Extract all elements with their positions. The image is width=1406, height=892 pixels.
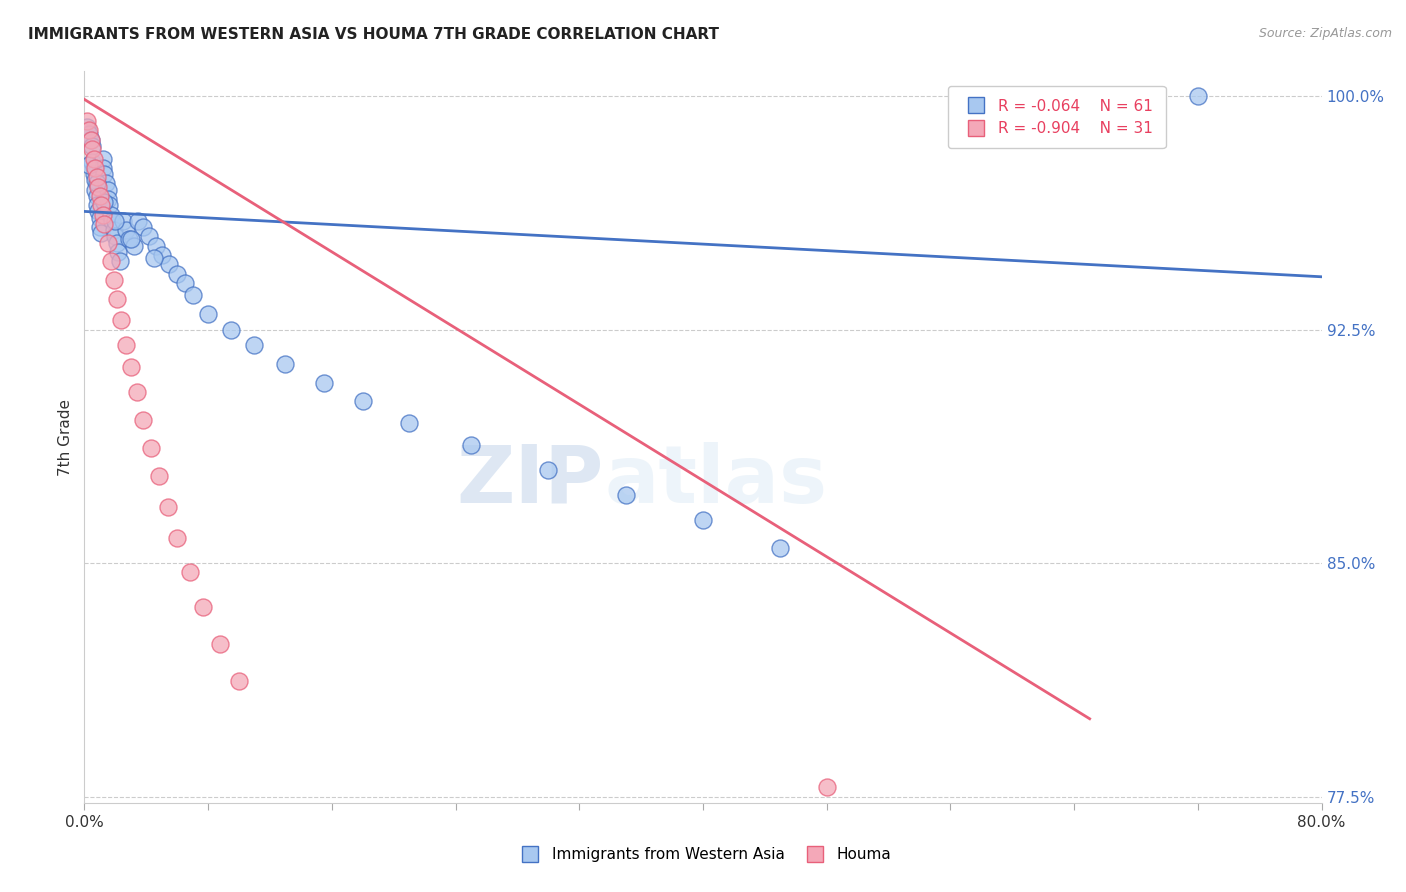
- Point: [101, 213, 124, 227]
- Point: [537, 463, 560, 477]
- Text: ZIP: ZIP: [457, 442, 605, 520]
- Point: [87, 179, 110, 194]
- Point: [125, 384, 148, 399]
- Legend: Immigrants from Western Asia, Houma: Immigrants from Western Asia, Houma: [509, 841, 897, 868]
- Text: IMMIGRANTS FROM WESTERN ASIA VS HOUMA 7TH GRADE CORRELATION CHART: IMMIGRANTS FROM WESTERN ASIA VS HOUMA 7T…: [28, 27, 718, 42]
- Point: [90, 198, 112, 212]
- Point: [197, 307, 219, 321]
- Point: [97, 235, 120, 250]
- Point: [97, 183, 120, 197]
- Point: [97, 192, 120, 206]
- Y-axis label: 7th Grade: 7th Grade: [58, 399, 73, 475]
- Point: [77, 123, 100, 137]
- Point: [115, 223, 138, 237]
- Text: atlas: atlas: [605, 442, 827, 520]
- Point: [166, 267, 188, 281]
- Point: [90, 226, 112, 240]
- Point: [908, 830, 931, 844]
- Point: [77, 127, 100, 141]
- Point: [460, 438, 482, 452]
- Point: [82, 142, 104, 156]
- Point: [243, 338, 266, 352]
- Point: [138, 229, 160, 244]
- Point: [105, 235, 128, 250]
- Point: [91, 161, 114, 175]
- Point: [91, 152, 114, 166]
- Point: [104, 229, 127, 244]
- Point: [120, 232, 142, 246]
- Point: [77, 158, 100, 172]
- Point: [89, 211, 111, 225]
- Point: [769, 541, 792, 555]
- Point: [118, 232, 141, 246]
- Point: [166, 531, 188, 545]
- Point: [228, 674, 250, 689]
- Point: [156, 500, 179, 515]
- Point: [614, 488, 637, 502]
- Point: [128, 213, 150, 227]
- Point: [91, 208, 114, 222]
- Point: [83, 161, 105, 175]
- Point: [84, 161, 107, 175]
- Point: [76, 114, 98, 128]
- Point: [179, 566, 201, 580]
- Point: [110, 313, 132, 327]
- Point: [83, 167, 105, 181]
- Point: [139, 441, 162, 455]
- Point: [181, 288, 204, 302]
- Point: [79, 133, 101, 147]
- Point: [79, 133, 101, 147]
- Point: [150, 248, 173, 262]
- Point: [132, 413, 155, 427]
- Point: [86, 189, 108, 203]
- Point: [193, 599, 215, 614]
- Point: [82, 139, 104, 153]
- Point: [93, 217, 115, 231]
- Point: [398, 416, 420, 430]
- Point: [145, 238, 167, 252]
- Point: [86, 170, 108, 185]
- Point: [692, 512, 714, 526]
- Point: [112, 213, 135, 227]
- Point: [100, 254, 122, 268]
- Point: [107, 244, 129, 259]
- Point: [89, 189, 111, 203]
- Point: [100, 208, 122, 222]
- Text: Source: ZipAtlas.com: Source: ZipAtlas.com: [1258, 27, 1392, 40]
- Point: [82, 154, 104, 169]
- Point: [76, 120, 98, 135]
- Point: [89, 219, 111, 234]
- Point: [105, 292, 128, 306]
- Point: [86, 198, 108, 212]
- Point: [122, 238, 145, 252]
- Point: [314, 376, 336, 390]
- Point: [174, 276, 197, 290]
- Point: [274, 357, 297, 371]
- Point: [93, 167, 115, 181]
- Point: [132, 219, 155, 234]
- Point: [94, 177, 117, 191]
- Point: [1187, 89, 1209, 103]
- Point: [108, 254, 131, 268]
- Point: [815, 780, 838, 795]
- Point: [87, 204, 110, 219]
- Point: [143, 251, 166, 265]
- Point: [84, 173, 107, 187]
- Point: [86, 177, 108, 191]
- Point: [104, 213, 127, 227]
- Point: [209, 637, 232, 651]
- Point: [84, 183, 107, 197]
- Point: [115, 338, 138, 352]
- Point: [159, 257, 181, 271]
- Point: [148, 469, 170, 483]
- Point: [93, 195, 115, 210]
- Point: [103, 223, 125, 237]
- Point: [352, 394, 374, 409]
- Point: [83, 152, 105, 166]
- Point: [103, 273, 125, 287]
- Point: [120, 359, 142, 374]
- Point: [221, 323, 243, 337]
- Point: [98, 198, 121, 212]
